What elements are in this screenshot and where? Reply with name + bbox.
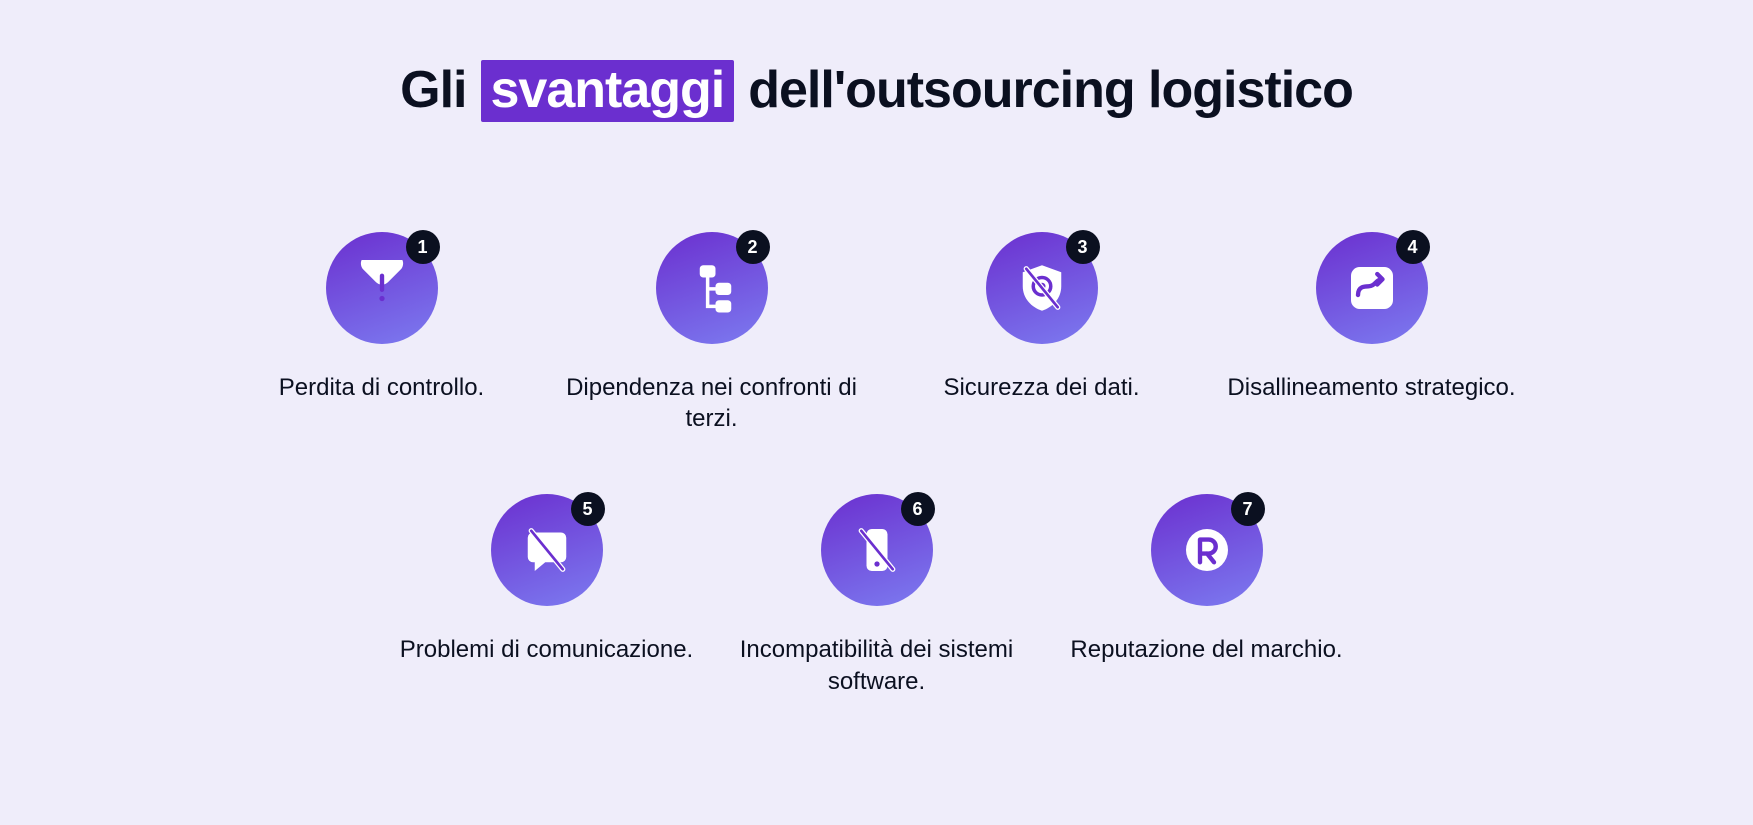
- badge-2: 2: [736, 230, 770, 264]
- divert-route-icon: [1344, 260, 1400, 316]
- icon-circle-7: 7: [1151, 494, 1263, 606]
- card-label-7: Reputazione del marchio.: [1070, 634, 1342, 665]
- chat-slash-icon: [519, 522, 575, 578]
- card-label-5: Problemi di comunicazione.: [400, 634, 693, 665]
- page-title: Gli svantaggi dell'outsourcing logistico: [400, 60, 1353, 122]
- card-row-1: 1 Perdita di controllo. 2 Dipendenza nei co…: [217, 232, 1537, 434]
- badge-4: 4: [1396, 230, 1430, 264]
- icon-circle-1: 1: [326, 232, 438, 344]
- shield-eye-slash-icon: [1014, 260, 1070, 316]
- warning-diamond-icon: [354, 260, 410, 316]
- icon-circle-4: 4: [1316, 232, 1428, 344]
- card-1: 1 Perdita di controllo.: [217, 232, 547, 434]
- card-label-1: Perdita di controllo.: [279, 372, 484, 403]
- card-label-2: Dipendenza nei confronti di terzi.: [562, 372, 862, 434]
- badge-1: 1: [406, 230, 440, 264]
- phone-slash-icon: [849, 522, 905, 578]
- card-label-6: Incompatibilità dei sistemi software.: [727, 634, 1027, 696]
- card-3: 3 Sicurezza dei dati.: [877, 232, 1207, 434]
- registered-icon: [1179, 522, 1235, 578]
- card-rows: 1 Perdita di controllo. 2 Dipendenza nei co…: [217, 232, 1537, 697]
- card-label-3: Sicurezza dei dati.: [943, 372, 1139, 403]
- card-2: 2 Dipendenza nei confronti di terzi.: [547, 232, 877, 434]
- icon-circle-6: 6: [821, 494, 933, 606]
- icon-circle-2: 2: [656, 232, 768, 344]
- badge-6: 6: [901, 492, 935, 526]
- card-label-4: Disallineamento strategico.: [1227, 372, 1515, 403]
- badge-3: 3: [1066, 230, 1100, 264]
- hierarchy-icon: [684, 260, 740, 316]
- badge-7: 7: [1231, 492, 1265, 526]
- card-4: 4 Disallineamento strategico.: [1207, 232, 1537, 434]
- title-post: dell'outsourcing logistico: [748, 60, 1353, 120]
- card-row-2: 5 Problemi di comunicazione. 6 Incompatibil…: [382, 494, 1372, 696]
- card-7: 7 Reputazione del marchio.: [1042, 494, 1372, 696]
- badge-5: 5: [571, 492, 605, 526]
- card-5: 5 Problemi di comunicazione.: [382, 494, 712, 696]
- icon-circle-5: 5: [491, 494, 603, 606]
- title-pre: Gli: [400, 60, 466, 120]
- icon-circle-3: 3: [986, 232, 1098, 344]
- card-6: 6 Incompatibilità dei sistemi software.: [712, 494, 1042, 696]
- title-highlight: svantaggi: [481, 60, 735, 122]
